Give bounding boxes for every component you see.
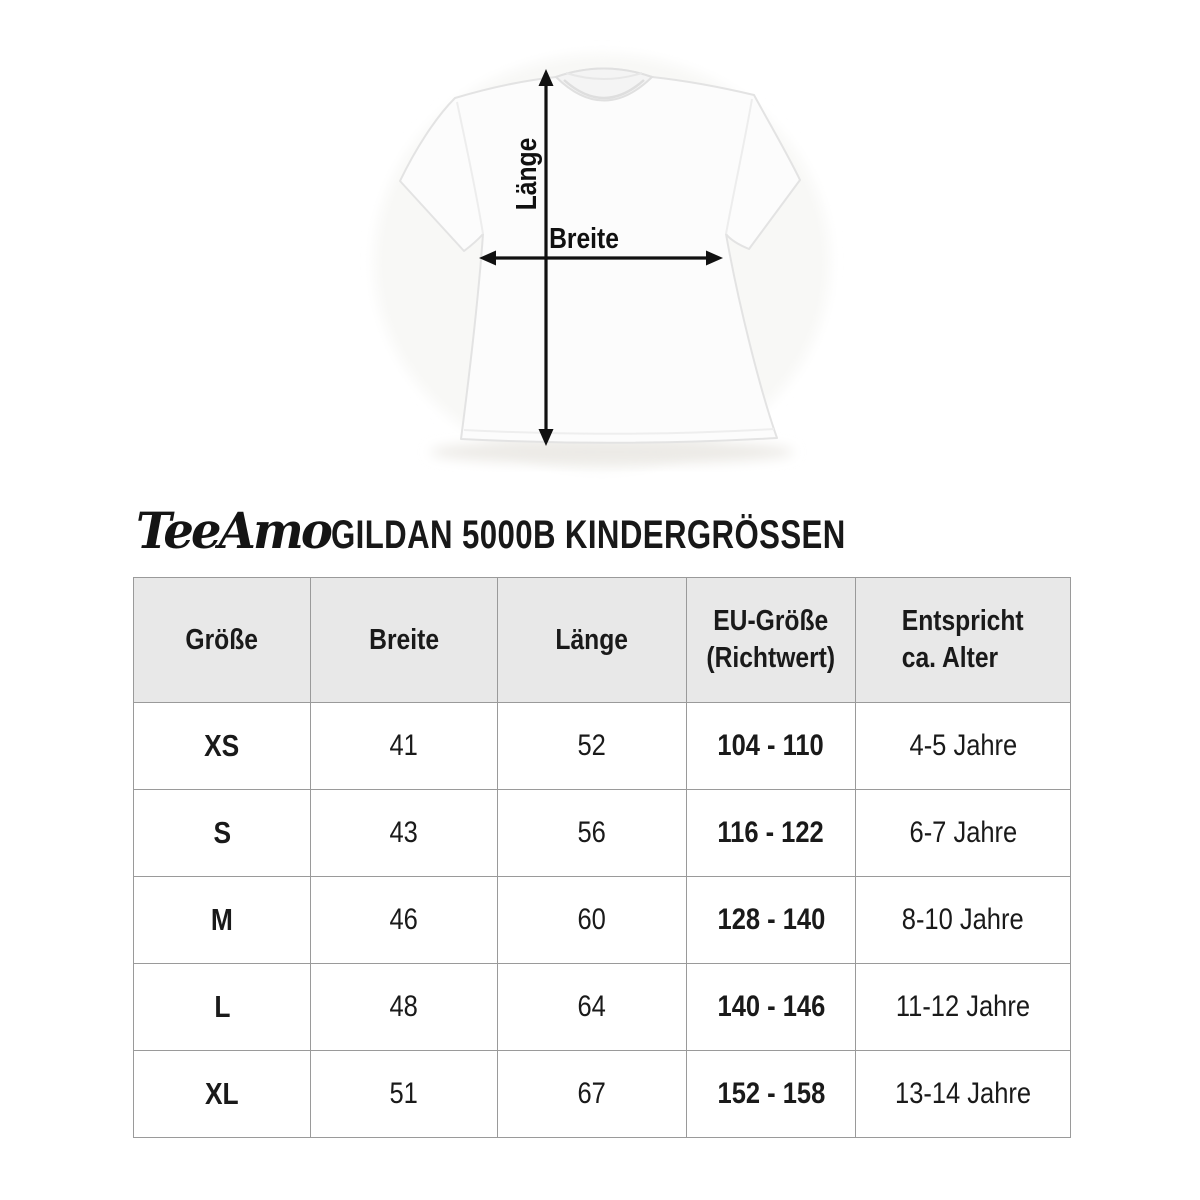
- header-alter: Entspricht ca. Alter: [855, 577, 1071, 703]
- table-row-s: S 43 56 116 - 122 6-7 Jahre: [133, 789, 1071, 877]
- cell-laenge: 52: [497, 702, 687, 790]
- right-sleeve-seam: [725, 98, 753, 235]
- header-laenge: Länge: [497, 577, 687, 703]
- cell-alter: 13-14 Jahre: [855, 1050, 1071, 1138]
- left-sleeve-seam: [456, 101, 484, 235]
- cell-eu-groesse: 116 - 122: [686, 789, 856, 877]
- cell-laenge: 56: [497, 789, 687, 877]
- length-arrowhead-bottom: [538, 429, 554, 446]
- cell-size: L: [133, 963, 311, 1051]
- header-eu-groesse: EU-Größe (Richtwert): [686, 577, 856, 703]
- cell-eu-groesse: 104 - 110: [686, 702, 856, 790]
- cell-breite: 41: [310, 702, 498, 790]
- measurement-arrows: [479, 69, 723, 446]
- header-groesse: Größe: [133, 577, 311, 703]
- cell-eu-groesse: 128 - 140: [686, 876, 856, 964]
- cell-laenge: 60: [497, 876, 687, 964]
- hem-line: [463, 428, 775, 435]
- cell-breite: 48: [310, 963, 498, 1051]
- shirt-shadow: [430, 440, 794, 464]
- cell-alter: 6-7 Jahre: [855, 789, 1071, 877]
- header-breite: Breite: [310, 577, 498, 703]
- cell-size: XL: [133, 1050, 311, 1138]
- cell-size: S: [133, 789, 311, 877]
- cell-breite: 46: [310, 876, 498, 964]
- length-arrowhead-top: [538, 69, 554, 86]
- laenge-label: Länge: [510, 138, 542, 211]
- width-arrowhead-right: [706, 250, 723, 266]
- table-header-row: Größe Breite Länge EU-Größe (Richtwert) …: [133, 577, 1071, 703]
- header-laenge-label: Länge: [555, 623, 629, 656]
- cell-eu-groesse: 152 - 158: [686, 1050, 856, 1138]
- cell-eu-groesse: 140 - 146: [686, 963, 856, 1051]
- cell-alter: 8-10 Jahre: [855, 876, 1071, 964]
- table-row-l: L 48 64 140 - 146 11-12 Jahre: [133, 963, 1071, 1051]
- cell-size: M: [133, 876, 311, 964]
- size-table: Größe Breite Länge EU-Größe (Richtwert) …: [133, 577, 1071, 1138]
- cell-size: XS: [133, 702, 311, 790]
- table-row-m: M 46 60 128 - 140 8-10 Jahre: [133, 876, 1071, 964]
- collar-inner-line: [563, 79, 645, 100]
- header-breite-label: Breite: [369, 623, 439, 656]
- cell-alter: 11-12 Jahre: [855, 963, 1071, 1051]
- cell-alter: 4-5 Jahre: [855, 702, 1071, 790]
- cell-breite: 43: [310, 789, 498, 877]
- header-alter-label: Entspricht ca. Alter: [902, 605, 1024, 674]
- table-row-xs: XS 41 52 104 - 110 4-5 Jahre: [133, 702, 1071, 790]
- header-eu-groesse-label: EU-Größe (Richtwert): [706, 605, 836, 674]
- cell-laenge: 64: [497, 963, 687, 1051]
- header-groesse-label: Größe: [185, 623, 259, 656]
- width-arrowhead-left: [479, 250, 496, 266]
- collar-back-line: [565, 72, 643, 80]
- brand-logo: TeeAmo: [136, 501, 333, 560]
- cell-laenge: 67: [497, 1050, 687, 1138]
- cell-breite: 51: [310, 1050, 498, 1138]
- tshirt-measurement-diagram: Länge Breite: [374, 54, 830, 470]
- table-row-xl: XL 51 67 152 - 158 13-14 Jahre: [133, 1050, 1071, 1138]
- breite-label: Breite: [549, 222, 619, 254]
- page-title: GILDAN 5000B KINDERGRÖSSEN: [331, 513, 846, 557]
